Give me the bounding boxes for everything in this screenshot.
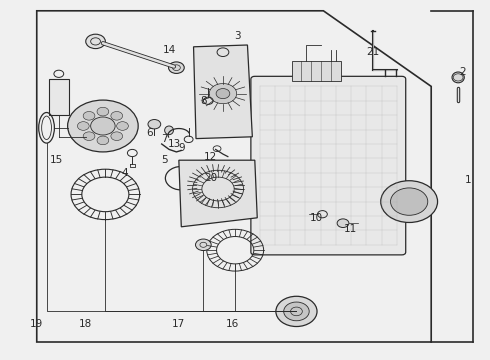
- Text: 20: 20: [204, 173, 217, 183]
- Text: 11: 11: [343, 224, 357, 234]
- Circle shape: [391, 188, 428, 215]
- Circle shape: [196, 239, 211, 251]
- Text: 9: 9: [178, 143, 185, 153]
- Bar: [49, 79, 69, 115]
- Circle shape: [169, 62, 184, 73]
- Text: 21: 21: [366, 47, 379, 57]
- Bar: [292, 61, 341, 81]
- Circle shape: [91, 117, 115, 135]
- Text: 17: 17: [172, 319, 186, 329]
- Text: 15: 15: [49, 155, 63, 165]
- Circle shape: [209, 84, 237, 104]
- Circle shape: [216, 89, 230, 99]
- Text: 2: 2: [460, 67, 466, 77]
- Text: 6: 6: [146, 128, 153, 138]
- Circle shape: [148, 120, 161, 129]
- Polygon shape: [194, 45, 252, 139]
- FancyBboxPatch shape: [251, 76, 406, 255]
- Circle shape: [276, 296, 317, 327]
- Text: 1: 1: [465, 175, 471, 185]
- Circle shape: [381, 181, 438, 222]
- Text: 8: 8: [200, 96, 207, 106]
- Text: 12: 12: [204, 152, 218, 162]
- Text: 13: 13: [167, 139, 181, 149]
- Text: 14: 14: [162, 45, 176, 55]
- Circle shape: [111, 132, 122, 140]
- Text: 4: 4: [122, 168, 128, 178]
- Text: 7: 7: [161, 134, 168, 144]
- Circle shape: [97, 136, 109, 145]
- Ellipse shape: [452, 72, 465, 83]
- Polygon shape: [179, 160, 257, 227]
- Circle shape: [117, 122, 128, 130]
- Circle shape: [337, 219, 349, 228]
- Circle shape: [83, 112, 95, 120]
- Text: 18: 18: [79, 319, 93, 329]
- Circle shape: [86, 34, 105, 49]
- Circle shape: [83, 132, 95, 140]
- Circle shape: [77, 122, 89, 130]
- Text: 16: 16: [226, 319, 240, 329]
- Text: 10: 10: [310, 213, 322, 223]
- Circle shape: [284, 302, 309, 321]
- Text: 5: 5: [161, 155, 168, 165]
- Circle shape: [97, 107, 109, 116]
- Circle shape: [111, 112, 122, 120]
- Ellipse shape: [165, 126, 173, 135]
- Text: 19: 19: [30, 319, 44, 329]
- Circle shape: [68, 100, 138, 152]
- Text: 3: 3: [234, 31, 241, 41]
